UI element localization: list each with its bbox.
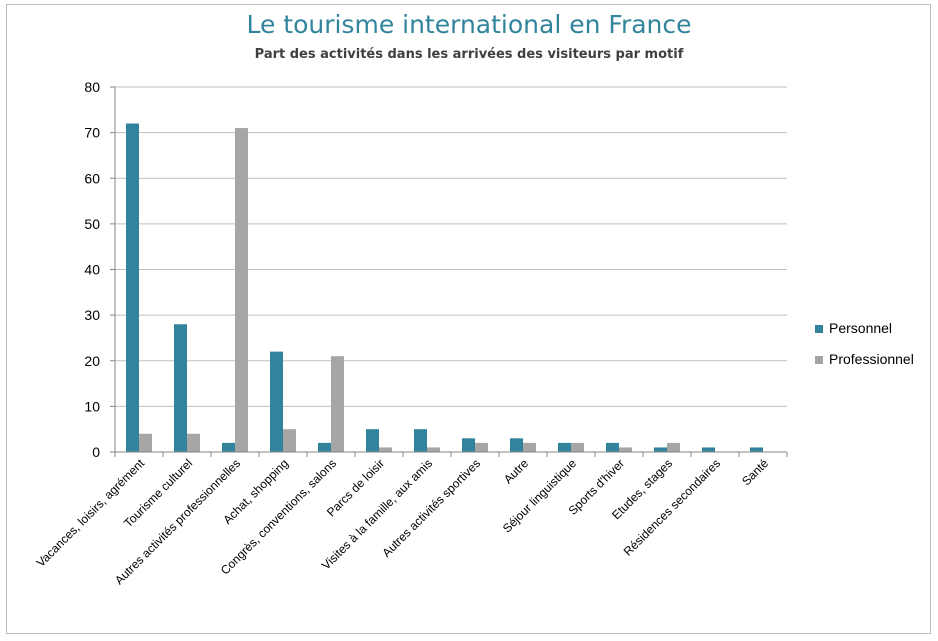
y-axis-ticks: 0 10 20 30 40 50 60 70 80	[84, 79, 100, 460]
bar-personnel	[318, 442, 331, 452]
y-tick-label: 30	[84, 307, 100, 323]
bar-personnel	[414, 429, 427, 452]
y-tick-label: 80	[84, 79, 100, 95]
y-tick-label: 50	[84, 216, 100, 232]
bar-personnel	[366, 429, 379, 452]
x-category-label: Santé	[739, 456, 771, 488]
chart-title: Le tourisme international en France	[246, 10, 692, 39]
bar-personnel	[654, 447, 667, 452]
chart-frame	[6, 4, 931, 634]
bar-personnel	[702, 447, 715, 452]
bar-personnel	[606, 442, 619, 452]
gridlines	[115, 86, 787, 407]
bar-personnel	[510, 438, 523, 452]
bar-professionnel	[379, 447, 392, 452]
bar-professionnel	[475, 442, 488, 452]
legend: Personnel Professionnel	[815, 320, 914, 367]
bar-personnel	[270, 351, 283, 452]
y-tick-label: 20	[84, 353, 100, 369]
bar-personnel	[558, 442, 571, 452]
x-axis	[110, 86, 788, 457]
bar-professionnel	[139, 433, 152, 452]
bar-personnel	[750, 447, 763, 452]
bar-professionnel	[523, 442, 536, 452]
legend-label: Personnel	[829, 320, 892, 336]
bar-personnel	[126, 123, 139, 452]
bar-professionnel	[283, 429, 296, 452]
y-tick-label: 40	[84, 262, 100, 278]
y-tick-label: 10	[84, 398, 100, 414]
x-category-label: Autres activités sportives	[379, 456, 483, 560]
bars	[126, 123, 763, 452]
bar-professionnel	[187, 433, 200, 452]
bar-personnel	[174, 324, 187, 452]
y-tick-label: 60	[84, 170, 100, 186]
bar-professionnel	[235, 128, 248, 452]
bar-personnel	[222, 442, 235, 452]
x-category-label: Autre	[501, 456, 531, 486]
bar-professionnel	[619, 447, 632, 452]
chart-subtitle: Part des activités dans les arrivées des…	[254, 47, 684, 62]
legend-swatch	[815, 325, 823, 333]
y-tick-label: 70	[84, 125, 100, 141]
bar-professionnel	[571, 442, 584, 452]
legend-swatch	[815, 356, 823, 364]
bar-professionnel	[667, 442, 680, 452]
legend-label: Professionnel	[829, 351, 914, 367]
bar-personnel	[462, 438, 475, 452]
y-tick-label: 0	[92, 444, 100, 460]
bar-professionnel	[331, 356, 344, 452]
bar-professionnel	[427, 447, 440, 452]
x-category-label: Résidences secondaires	[621, 456, 723, 558]
